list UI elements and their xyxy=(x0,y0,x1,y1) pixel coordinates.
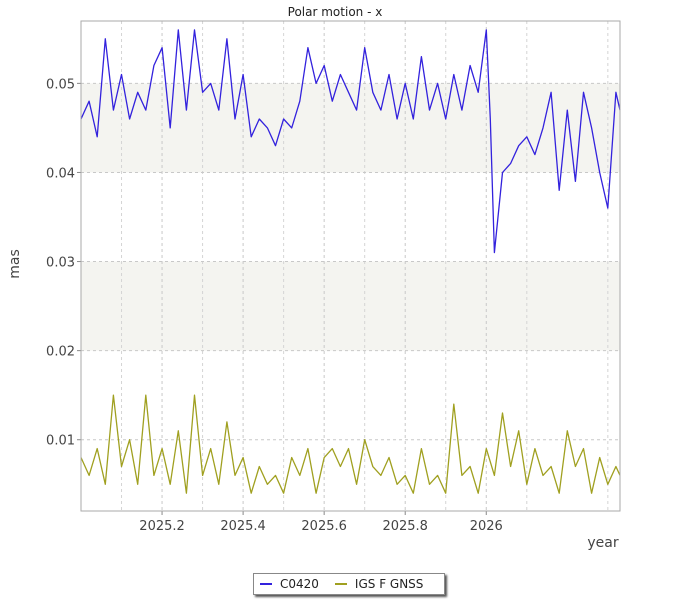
grid xyxy=(81,21,620,511)
tick-labels: 2025.2 2025.4 2025.6 2025.8 2026 0.01 0.02 0.03… xyxy=(46,77,503,534)
x-tick-label: 2026 xyxy=(470,519,503,534)
y-tick-label: 0.01 xyxy=(46,434,75,449)
y-tick-label: 0.02 xyxy=(46,345,75,360)
legend-item-igs: IGS F GNSS xyxy=(334,577,424,591)
x-axis-label: year xyxy=(587,535,618,551)
series-line-0 xyxy=(80,29,621,254)
series-layer xyxy=(80,29,621,494)
plot-background xyxy=(81,21,620,511)
series-line-1 xyxy=(80,394,621,494)
legend-item-c0420: C0420 xyxy=(260,577,319,591)
y-tick-label: 0.05 xyxy=(46,77,75,92)
plot-frame xyxy=(80,20,621,512)
x-tick-label: 2025.8 xyxy=(382,519,428,534)
legend-swatch-c0420 xyxy=(260,583,272,585)
y-band-1 xyxy=(81,261,620,351)
legend-swatch-igs xyxy=(334,583,347,585)
legend-label-igs: IGS F GNSS xyxy=(354,577,424,591)
y-tick-label: 0.03 xyxy=(46,256,75,271)
x-tick-label: 2025.4 xyxy=(220,519,266,534)
legend: C0420 IGS F GNSS xyxy=(253,573,445,595)
x-tick-label: 2025.6 xyxy=(301,519,347,534)
y-axis-label: mas xyxy=(7,249,23,279)
chart-title: Polar motion - x xyxy=(288,5,383,19)
y-tick-label: 0.04 xyxy=(46,166,75,181)
axes xyxy=(77,20,621,515)
x-tick-label: 2025.2 xyxy=(139,519,185,534)
legend-label-c0420: C0420 xyxy=(280,577,319,591)
